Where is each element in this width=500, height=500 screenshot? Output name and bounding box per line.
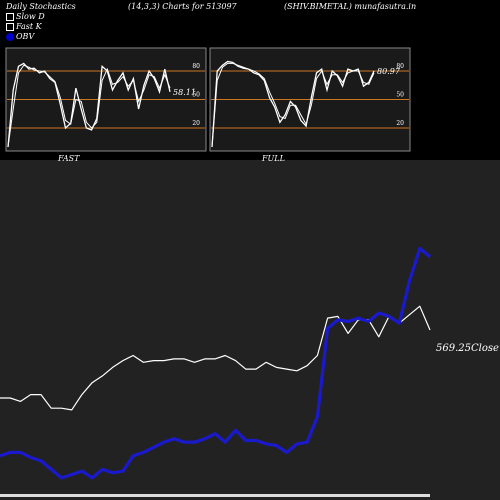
- fast-panel-title: FAST: [58, 154, 80, 163]
- full-tick-label: 80: [396, 63, 404, 70]
- header-symbol: (SHIV.BIMETAL) munafasutra.in: [284, 2, 417, 11]
- legend-slow-d: Slow D: [6, 12, 45, 21]
- bottom-baseline: [0, 494, 430, 497]
- fast-line-fast-k: [7, 62, 171, 148]
- legend-label: OBV: [16, 32, 35, 41]
- full-line-fast-k: [211, 60, 375, 148]
- full-grid: 80 50 20: [211, 63, 409, 129]
- obv-swatch: [6, 33, 14, 41]
- fast-line-slow-d: [7, 64, 171, 148]
- legend-fast-k: Fast K: [6, 22, 42, 31]
- header-params: (14,3,3) Charts for 513097: [128, 2, 237, 11]
- full-line-slow-d: [211, 62, 375, 148]
- legend-obv: OBV: [6, 32, 34, 41]
- fast-tick-label: 50: [192, 92, 200, 99]
- bottom-plot-area: [0, 160, 500, 500]
- full-tick-label: 20: [396, 120, 404, 127]
- legend-label: Fast K: [16, 22, 42, 31]
- header-title: Daily Stochastics: [6, 2, 76, 11]
- obv-line: [0, 246, 432, 480]
- bottom-lines: [0, 246, 432, 480]
- fast-tick-label: 20: [192, 120, 200, 127]
- close-value-label: 569.25Close: [436, 343, 499, 354]
- fast-tick-label: 80: [192, 63, 200, 70]
- full-last-value: 80.97: [377, 67, 401, 76]
- slow-d-swatch: [6, 13, 14, 21]
- full-panel-title: FULL: [262, 154, 285, 163]
- fast-lines: 58.11: [7, 62, 196, 148]
- close-price-line: [0, 305, 431, 411]
- full-tick-label: 50: [396, 92, 404, 99]
- fast-last-value: 58.11: [173, 88, 196, 97]
- fast-k-swatch: [6, 23, 14, 31]
- full-lines: 80.97: [211, 60, 401, 148]
- legend-label: Slow D: [16, 12, 45, 21]
